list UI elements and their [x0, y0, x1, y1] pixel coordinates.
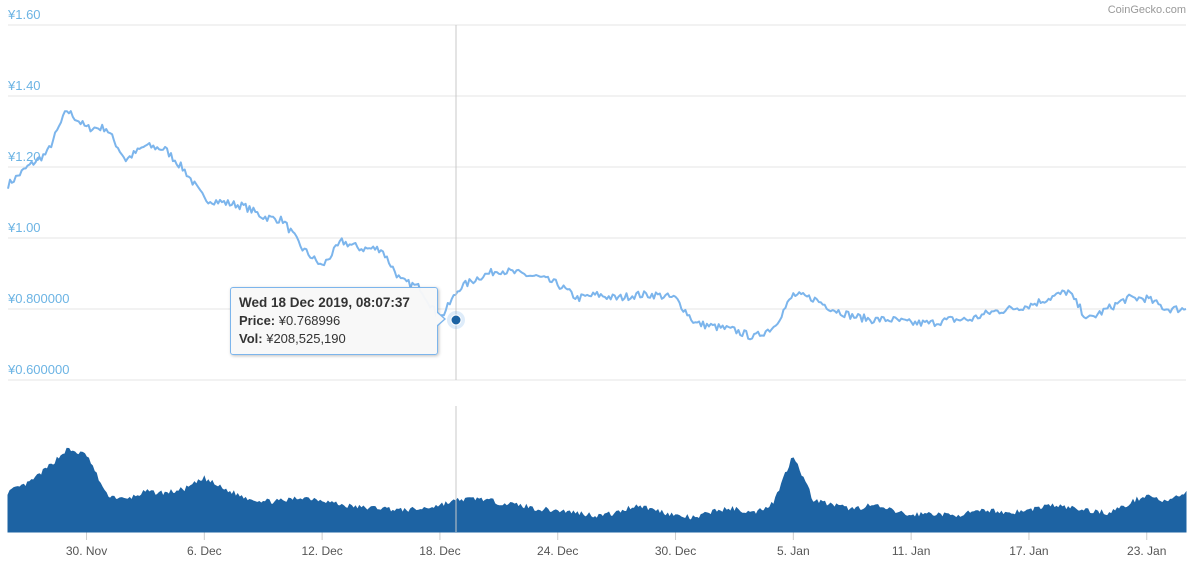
- x-tick-label: 5. Jan: [777, 544, 810, 558]
- volume-area: [7, 447, 1187, 533]
- date-axis-labels: 30. Nov 6. Dec 12. Dec 18. Dec 24. Dec 30. De…: [66, 532, 1166, 558]
- credit-text[interactable]: CoinGecko.com: [1108, 4, 1186, 16]
- chart-tooltip: Wed 18 Dec 2019, 08:07:37 Price: ¥0.7689…: [230, 287, 438, 355]
- tooltip-vol-label: Vol:: [239, 331, 263, 346]
- x-tick-label: 24. Dec: [537, 544, 578, 558]
- price-axis-labels: ¥0.600000 ¥0.800000 ¥1.00 ¥1.20 ¥1.40 ¥1.60: [7, 7, 69, 377]
- x-tick-label: 30. Nov: [66, 544, 107, 558]
- price-gridlines: [8, 24, 1186, 381]
- tooltip-vol-row: Vol: ¥208,525,190: [239, 330, 429, 348]
- x-tick-label: 6. Dec: [187, 544, 222, 558]
- x-tick-label: 30. Dec: [655, 544, 696, 558]
- price-line: [7, 110, 1187, 341]
- y-tick-label: ¥1.60: [7, 7, 41, 22]
- y-tick-label: ¥1.20: [7, 149, 41, 164]
- x-tick-label: 18. Dec: [419, 544, 460, 558]
- x-tick-label: 23. Jan: [1127, 544, 1166, 558]
- tooltip-vol-value: ¥208,525,190: [266, 331, 346, 346]
- hover-marker[interactable]: [447, 311, 465, 329]
- y-tick-label: ¥1.40: [7, 78, 41, 93]
- price-series: [7, 110, 1187, 341]
- tooltip-price-value: ¥0.768996: [278, 313, 341, 328]
- volume-fill: [7, 447, 1187, 533]
- tooltip-price-row: Price: ¥0.768996: [239, 312, 429, 330]
- y-tick-label: ¥0.800000: [7, 291, 69, 306]
- x-tick-label: 11. Jan: [892, 544, 930, 558]
- y-tick-label: ¥1.00: [7, 220, 41, 235]
- x-tick-label: 17. Jan: [1009, 544, 1048, 558]
- x-tick-label: 12. Dec: [301, 544, 342, 558]
- tooltip-pointer-inner: [436, 312, 444, 326]
- y-tick-label: ¥0.600000: [7, 362, 69, 377]
- tooltip-header: Wed 18 Dec 2019, 08:07:37: [239, 295, 410, 310]
- tooltip-price-label: Price:: [239, 313, 276, 328]
